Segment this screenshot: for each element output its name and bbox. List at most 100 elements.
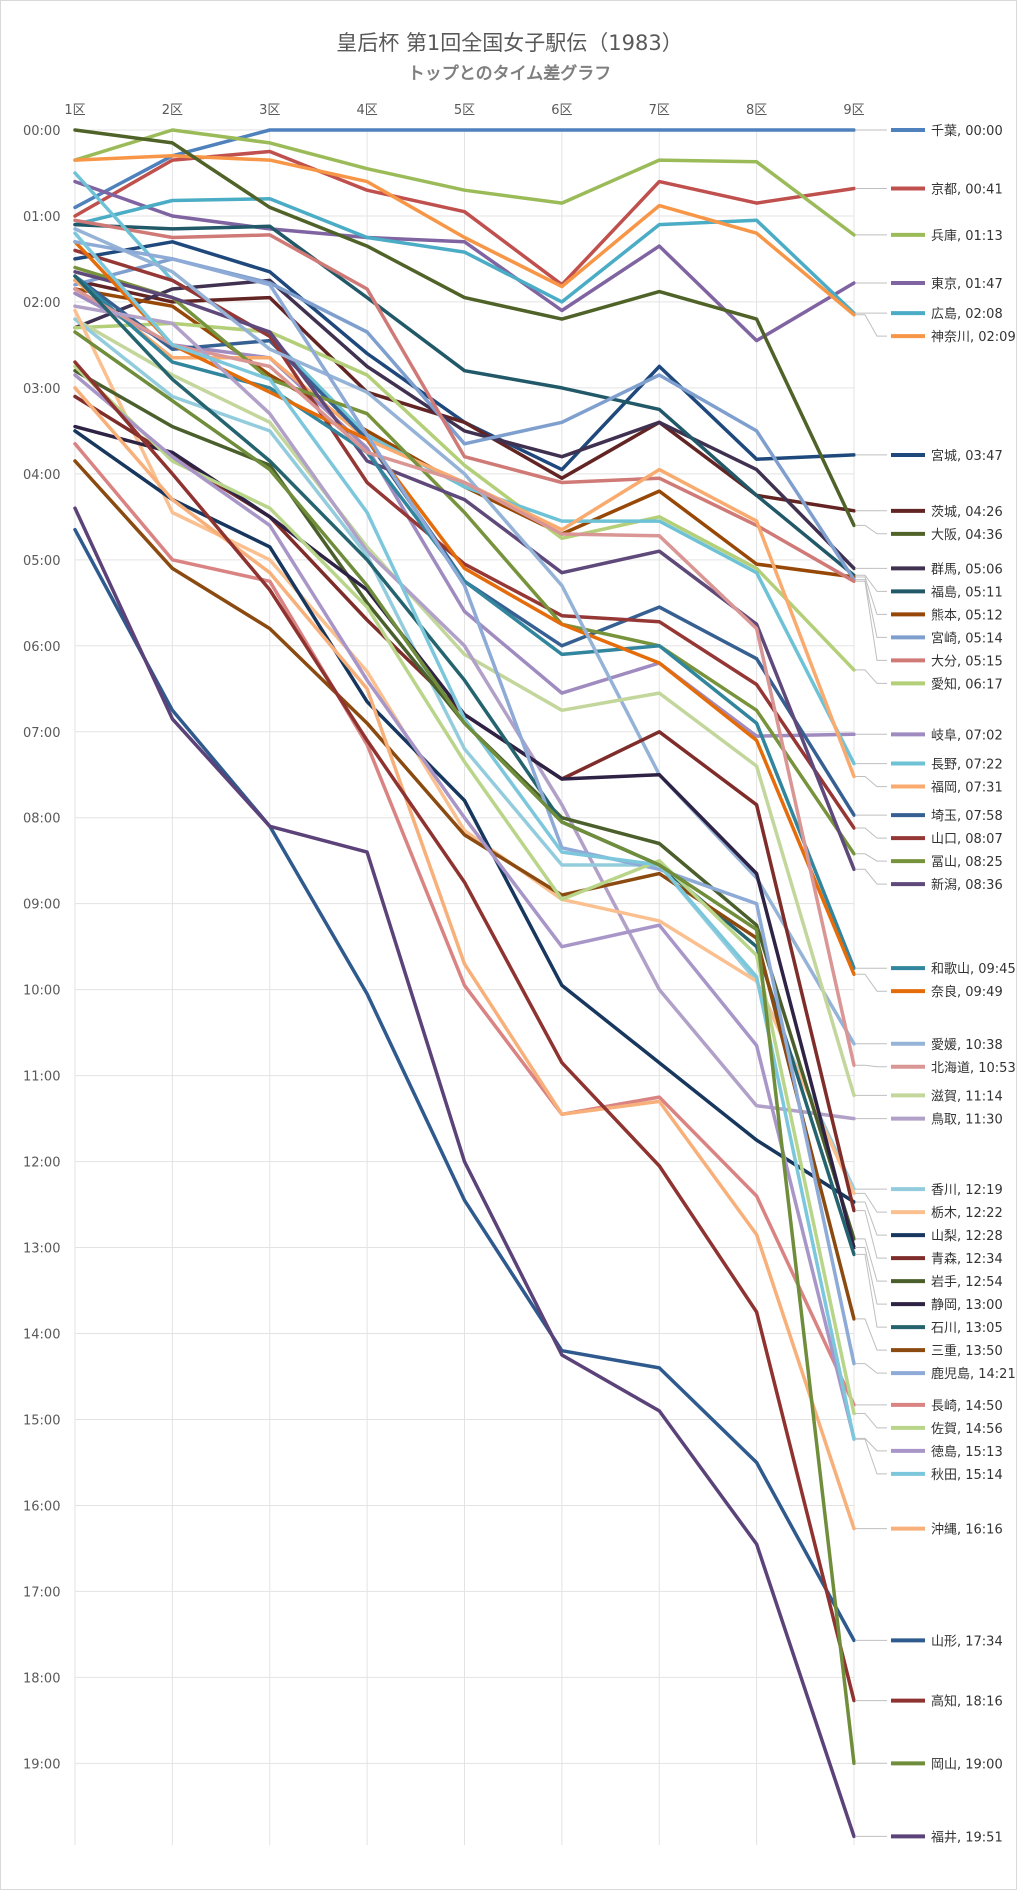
x-tick-label: 1区 (64, 103, 85, 118)
chart-subtitle: トップとのタイム差グラフ (407, 64, 612, 84)
leader-line (855, 579, 887, 638)
x-tick-label: 6区 (551, 103, 572, 118)
x-axis-ticks: 1区 2区 3区 4区 5区 6区 7区 8区 9区 (64, 103, 864, 118)
legend-label-群馬: 群馬, 05:06 (931, 562, 1003, 577)
legend-label-神奈川: 神奈川, 02:09 (931, 330, 1016, 345)
legend-label-兵庫: 兵庫, 01:13 (931, 229, 1003, 244)
leader-line (855, 1247, 887, 1305)
y-tick-label: 18:00 (23, 1671, 60, 1686)
legend-label-岡山: 岡山, 19:00 (931, 1757, 1003, 1772)
series-lines (73, 128, 856, 1839)
series-line-山形 (73, 527, 856, 1643)
series-line-山梨 (73, 429, 856, 1204)
leader-line (855, 1201, 887, 1236)
y-tick-label: 13:00 (23, 1242, 60, 1257)
legend-label-佐賀: 佐賀, 14:56 (931, 1422, 1003, 1437)
leader-line (855, 1238, 887, 1282)
legend-label-山形: 山形, 17:34 (931, 1634, 1003, 1649)
y-tick-label: 14:00 (23, 1328, 60, 1343)
legend-label-宮城: 宮城, 03:47 (931, 448, 1003, 464)
x-tick-label: 4区 (356, 103, 377, 118)
leader-line (855, 574, 887, 592)
series-line-兵庫 (73, 128, 856, 237)
y-tick-label: 16:00 (23, 1499, 60, 1514)
series-line-千葉 (73, 128, 856, 210)
y-tick-label: 06:00 (23, 640, 60, 655)
y-tick-label: 03:00 (23, 382, 60, 397)
leader-line (855, 1438, 887, 1475)
legend-label-石川: 石川, 13:05 (931, 1321, 1003, 1336)
leader-line (855, 576, 887, 615)
series-line-栃木 (73, 308, 856, 1196)
series-line-滋賀 (73, 317, 856, 1098)
series-line-福島 (73, 222, 856, 578)
series-line-鳥取 (73, 304, 856, 1121)
y-tick-label: 07:00 (23, 726, 60, 741)
leader-line (855, 868, 887, 885)
legend-label-熊本: 熊本, 05:12 (931, 607, 1003, 623)
legend-label-岐阜: 岐阜, 07:02 (931, 727, 1003, 743)
legend-label-鳥取: 鳥取, 11:30 (931, 1113, 1003, 1128)
legend-label-香川: 香川, 12:19 (931, 1183, 1003, 1198)
series-line-愛媛 (73, 227, 856, 1046)
legend-label-和歌山: 和歌山, 09:45 (931, 962, 1016, 977)
y-tick-label: 12:00 (23, 1156, 60, 1171)
y-tick-label: 00:00 (23, 124, 60, 139)
legend-label-東京: 東京, 01:47 (931, 276, 1003, 292)
y-tick-label: 08:00 (23, 812, 60, 827)
leader-line (855, 1210, 887, 1259)
legend-label-栃木: 栃木, 12:22 (931, 1206, 1003, 1221)
leader-line (855, 776, 887, 788)
series-line-徳島 (73, 373, 856, 1441)
series-line-大阪 (73, 128, 856, 528)
x-tick-label: 3区 (259, 103, 280, 118)
series-line-静岡 (73, 424, 856, 1250)
x-tick-label: 5区 (454, 103, 475, 118)
series-line-和歌山 (73, 274, 856, 970)
legend-label-冨山: 冨山, 08:25 (931, 855, 1003, 870)
series-line-沖縄 (73, 386, 856, 1531)
series-line-群馬 (73, 278, 856, 571)
chart-title: 皇后杯 第1回全国女子駅伝（1983） (336, 31, 683, 55)
leader-line (855, 1192, 887, 1213)
series-line-長崎 (73, 442, 856, 1407)
legend-label-山口: 山口, 08:07 (931, 832, 1003, 847)
leader-line (855, 524, 887, 535)
legend-label-秋田: 秋田, 15:14 (931, 1468, 1003, 1483)
series-line-福井 (73, 506, 856, 1839)
legend-label-福岡: 福岡, 07:31 (931, 781, 1003, 796)
y-tick-label: 05:00 (23, 554, 60, 569)
x-tick-label: 2区 (162, 103, 183, 118)
leader-line (855, 580, 887, 661)
leader-line (855, 314, 887, 337)
leader-line (855, 827, 887, 839)
legend-label-埼玉: 埼玉, 07:58 (931, 809, 1003, 824)
leader-line (855, 1363, 887, 1374)
legend-label-高知: 高知, 18:16 (931, 1694, 1003, 1710)
series-line-石川 (73, 274, 856, 1257)
legend-label-愛媛: 愛媛, 10:38 (931, 1038, 1003, 1053)
series-line-大分 (73, 218, 856, 584)
y-tick-label: 02:00 (23, 296, 60, 311)
series-line-三重 (73, 459, 856, 1321)
legend-label-京都: 京都, 00:41 (931, 182, 1003, 197)
legend-label-鹿児島: 鹿児島, 14:21 (931, 1366, 1016, 1382)
leader-line (855, 1253, 887, 1328)
y-tick-label: 15:00 (23, 1413, 60, 1428)
series-line-高知 (73, 360, 856, 1703)
legend-label-大阪: 大阪, 04:36 (931, 528, 1003, 543)
y-tick-label: 01:00 (23, 210, 60, 225)
x-tick-label: 8区 (746, 103, 767, 118)
series-line-佐賀 (73, 364, 856, 1416)
y-axis-ticks: 00:00 01:00 02:00 03:00 04:00 05:00 06:00 07:00… (23, 124, 60, 1772)
y-tick-label: 09:00 (23, 898, 60, 913)
legend-label-沖縄: 沖縄, 16:16 (931, 1523, 1003, 1538)
legend-label-新潟: 新潟, 08:36 (931, 877, 1003, 893)
legend-label-広島: 広島, 02:08 (931, 307, 1003, 322)
series-line-鹿児島 (73, 240, 856, 1366)
leader-line (855, 1318, 887, 1351)
series-line-岡山 (73, 330, 856, 1766)
leader-line (855, 1064, 887, 1068)
